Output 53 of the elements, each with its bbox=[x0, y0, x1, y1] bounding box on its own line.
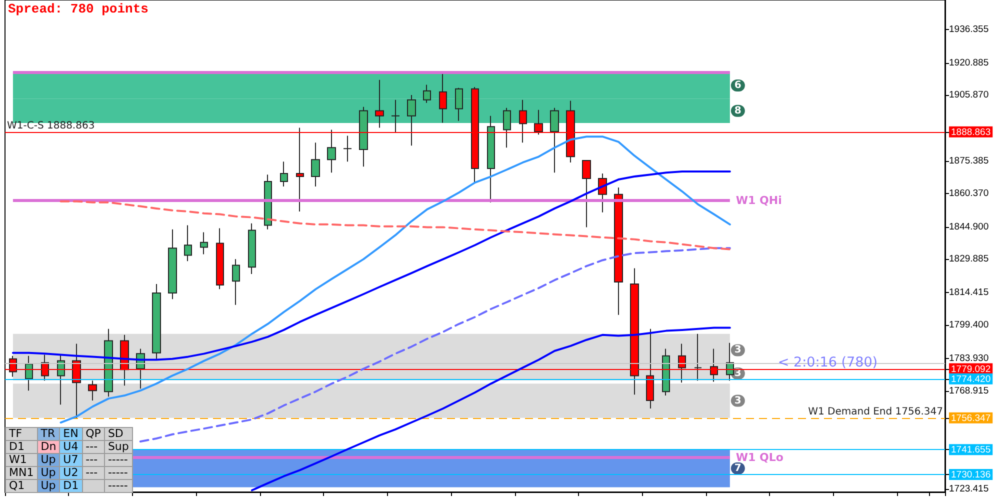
y-tick-label: 1936.355 bbox=[949, 24, 989, 35]
y-tick-label: 1844.900 bbox=[949, 221, 989, 232]
annotation: EN bbox=[60, 427, 82, 440]
y-tick-label: 1723.415 bbox=[949, 483, 989, 494]
y-tick-label: 1860.370 bbox=[949, 188, 989, 199]
annotation: --- bbox=[82, 466, 104, 480]
band-label: 7 bbox=[734, 462, 742, 474]
annotation: Q1 bbox=[6, 479, 38, 492]
annotation: --- bbox=[82, 440, 104, 454]
y-tick-label: 1888.863 bbox=[951, 126, 991, 138]
band-label: 6 bbox=[734, 80, 742, 91]
annotation: D1 bbox=[60, 479, 82, 492]
annotation: D1 bbox=[6, 440, 38, 454]
annotation: SD bbox=[104, 427, 132, 440]
y-tick-label: 1783.930 bbox=[949, 352, 989, 364]
annotation: U7 bbox=[60, 453, 82, 466]
annotation: W1 bbox=[6, 453, 38, 466]
annotation: U4 bbox=[60, 440, 82, 454]
ref-line-label: W1 Demand End 1756.347 bbox=[808, 406, 943, 418]
annotation: TR bbox=[37, 427, 60, 440]
ref-line-label: W1-C-S 1888.863 bbox=[7, 120, 95, 132]
y-tick-label: 1774.420 bbox=[951, 374, 991, 385]
annotation: QP bbox=[82, 427, 104, 440]
annotation: TF bbox=[6, 427, 38, 440]
annotation: --- bbox=[82, 453, 104, 466]
annotation: MN1 bbox=[6, 466, 38, 480]
band-label: 8 bbox=[734, 105, 742, 116]
annotation: U2 bbox=[60, 466, 82, 480]
text: < 2:0:16 (780) bbox=[778, 354, 878, 371]
ref-line-label: W1 QHi bbox=[736, 194, 782, 207]
annotation: ----- bbox=[104, 453, 132, 466]
y-tick-label: 1799.400 bbox=[949, 319, 989, 330]
y-tick-label: 1905.870 bbox=[949, 90, 989, 101]
y-tick-label: 1756.347 bbox=[951, 412, 991, 424]
y-tick-label: 1741.655 bbox=[951, 444, 991, 456]
annotation: Spread: 780 points bbox=[8, 2, 149, 16]
y-tick-label: 1829.885 bbox=[949, 254, 989, 265]
band-label: 3 bbox=[734, 395, 742, 406]
y-tick-label: 1814.415 bbox=[949, 287, 989, 298]
annotation: Up bbox=[37, 479, 60, 492]
annotation: Up bbox=[37, 453, 60, 466]
y-tick-label: 1779.092 bbox=[951, 364, 991, 375]
y-tick-label: 1768.915 bbox=[949, 385, 989, 396]
annotation: ----- bbox=[104, 466, 132, 480]
annotation: Up bbox=[37, 466, 60, 480]
annotation: Dn bbox=[37, 440, 60, 454]
y-tick-label: 1730.136 bbox=[951, 469, 991, 480]
annotation: Sup bbox=[104, 440, 132, 454]
y-tick-label: 1920.885 bbox=[949, 57, 989, 68]
band-label: 3 bbox=[734, 344, 742, 356]
annotation: ----- bbox=[104, 479, 132, 492]
ref-line-label: W1 QLo bbox=[736, 451, 784, 464]
y-tick-label: 1875.385 bbox=[949, 156, 989, 167]
